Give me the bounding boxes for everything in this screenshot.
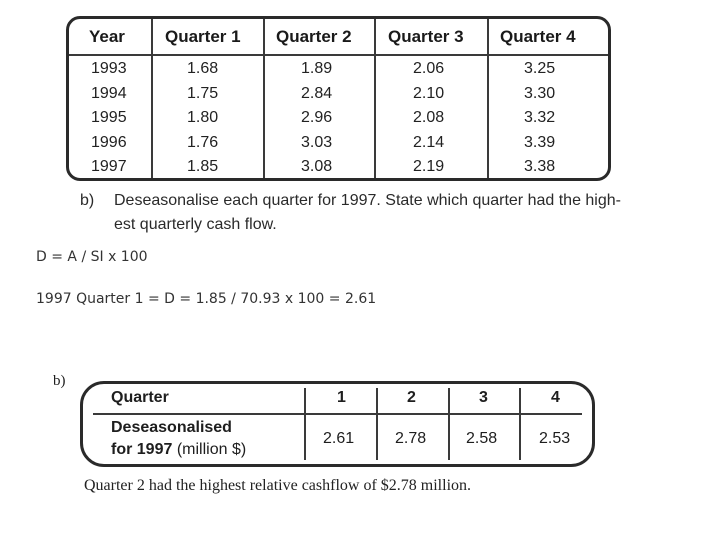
year-cell: 1994 (91, 85, 127, 102)
header-divider (69, 54, 608, 56)
question-line: Deseasonalise each quarter for 1997. Sta… (114, 192, 621, 209)
value-cell: 2.78 (395, 430, 427, 447)
question-label: b) (80, 192, 95, 209)
value-cell: 3.03 (301, 134, 333, 151)
year-cell: 1996 (91, 134, 127, 151)
value-cell: 1.76 (187, 134, 219, 151)
value-cell: 3.08 (301, 158, 333, 175)
value-cell: 3.30 (524, 85, 556, 102)
column-divider (304, 388, 306, 460)
formula-text: D = A / SI x 100 (36, 249, 148, 265)
header-quarter-3: Quarter 3 (388, 27, 464, 46)
value-cell: 1.68 (187, 60, 219, 77)
deseasonalised-table: Quarter 1 2 3 4 Deseasonalised for 1997 … (80, 381, 595, 467)
value-cell: 3.32 (524, 109, 556, 126)
value-cell: 2.19 (413, 158, 445, 175)
header-divider (93, 413, 582, 415)
value-cell: 3.38 (524, 158, 556, 175)
question-line: est quarterly cash flow. (114, 216, 277, 233)
column-divider (448, 388, 450, 460)
value-cell: 3.25 (524, 60, 556, 77)
quarter-2-header: 2 (407, 389, 416, 406)
value-cell: 1.80 (187, 109, 219, 126)
quarter-4-header: 4 (551, 389, 560, 406)
value-cell: 1.75 (187, 85, 219, 102)
worked-example-text: 1997 Quarter 1 = D = 1.85 / 70.93 x 100 … (36, 291, 377, 307)
value-cell: 2.06 (413, 60, 445, 77)
column-divider (263, 19, 265, 178)
row-label-year: for 1997 (111, 441, 173, 458)
value-cell: 1.89 (301, 60, 333, 77)
value-cell: 2.10 (413, 85, 445, 102)
column-divider (376, 388, 378, 460)
year-cell: 1995 (91, 109, 127, 126)
conclusion-text: Quarter 2 had the highest relative cashf… (84, 477, 472, 494)
year-cell: 1993 (91, 60, 127, 77)
row-label: Deseasonalised for 1997 (million $) (111, 417, 246, 461)
sales-data-table: Year Quarter 1 Quarter 2 Quarter 3 Quart… (66, 16, 611, 181)
value-cell: 2.14 (413, 134, 445, 151)
value-cell: 2.96 (301, 109, 333, 126)
header-quarter-4: Quarter 4 (500, 27, 576, 46)
value-cell: 2.58 (466, 430, 498, 447)
quarter-header-label: Quarter (111, 389, 169, 406)
row-label-units: (million $) (172, 441, 247, 458)
header-quarter-2: Quarter 2 (276, 27, 352, 46)
row-label-line: Deseasonalised (111, 419, 232, 436)
column-divider (487, 19, 489, 178)
answer-label: b) (53, 373, 66, 389)
column-divider (519, 388, 521, 460)
row-label-line: for 1997 (million $) (111, 439, 246, 461)
value-cell: 2.08 (413, 109, 445, 126)
column-divider (374, 19, 376, 178)
value-cell: 3.39 (524, 134, 556, 151)
value-cell: 2.84 (301, 85, 333, 102)
value-cell: 2.53 (539, 430, 571, 447)
year-cell: 1997 (91, 158, 127, 175)
question-text: Deseasonalise each quarter for 1997. Sta… (114, 189, 674, 237)
header-quarter-1: Quarter 1 (165, 27, 241, 46)
column-divider (151, 19, 153, 178)
value-cell: 2.61 (323, 430, 355, 447)
quarter-3-header: 3 (479, 389, 488, 406)
quarter-1-header: 1 (337, 389, 346, 406)
header-year: Year (89, 27, 125, 46)
value-cell: 1.85 (187, 158, 219, 175)
